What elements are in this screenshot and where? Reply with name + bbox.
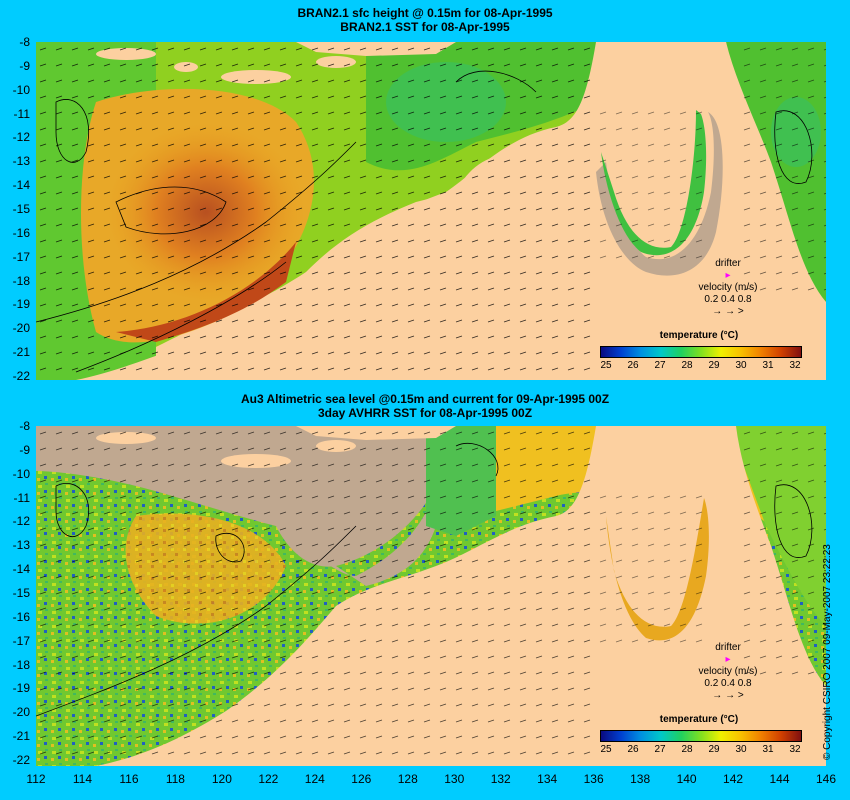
panel-1-title-line1: BRAN2.1 sfc height @ 0.15m for 08-Apr-19…	[297, 6, 553, 20]
x-axis: 112 114 116 118 120 122 124 126 128 130 132 134 136 1…	[0, 772, 850, 788]
legend-tick-label: 32	[789, 360, 801, 371]
velocity-arrows-icon: → → >	[712, 690, 744, 701]
panel-2-title: Au3 Altimetric sea level @0.15m and curr…	[0, 392, 850, 420]
x-tick-label: 146	[815, 772, 837, 786]
x-tick-label: 120	[211, 772, 232, 786]
velocity-label: velocity (m/s)	[698, 666, 758, 677]
copyright-notice: © Copyright CSIRO 2007 09-May-2007 23:22…	[822, 520, 842, 760]
y-tick-label: -15	[12, 202, 30, 216]
x-tick-label: 112	[26, 772, 46, 786]
drifter-key-1: drifter ▸ velocity (m/s) 0.2 0.4 0.8 → →…	[688, 258, 768, 318]
legend-title: temperature (°C)	[659, 714, 739, 725]
x-tick-label: 132	[490, 772, 511, 786]
y-tick-label: -9	[19, 442, 30, 457]
y-tick-label: -21	[12, 729, 30, 744]
y-tick-label: -11	[13, 490, 30, 505]
y-tick-label: -16	[12, 225, 30, 240]
legend-title: temperature (°C)	[659, 330, 739, 341]
y-tick-label: -8	[19, 35, 30, 49]
x-tick-label: 116	[119, 772, 139, 786]
y-tick-label: -21	[12, 345, 30, 360]
sst-map-satellite	[36, 426, 826, 766]
y-tick-label: -14	[12, 562, 30, 577]
x-tick-label: 128	[397, 772, 418, 786]
panel-1-title: BRAN2.1 sfc height @ 0.15m for 08-Apr-19…	[0, 6, 850, 34]
velocity-scale: 0.2 0.4 0.8	[704, 294, 752, 305]
legend-tick-label: 31	[762, 744, 774, 755]
x-tick-label: 114	[72, 772, 93, 786]
legend-tick-label: 25	[600, 744, 612, 755]
y-tick-label: -18	[12, 657, 30, 672]
drifter-label: drifter	[715, 258, 741, 269]
velocity-label: velocity (m/s)	[698, 282, 758, 293]
color-scale	[600, 346, 802, 358]
map-panel-model	[36, 42, 826, 380]
x-tick-label: 138	[630, 772, 651, 786]
x-tick-label: 136	[583, 772, 604, 786]
x-tick-label: 134	[537, 772, 558, 786]
drifter-marker-icon: ▸	[725, 654, 731, 665]
legend-tick-label: 29	[708, 744, 720, 755]
y-tick-label: -13	[12, 154, 30, 169]
y-tick-label: -13	[12, 538, 30, 553]
y-tick-label: -11	[13, 106, 30, 121]
x-tick-label: 122	[258, 772, 279, 786]
map-panel-satellite	[36, 426, 826, 766]
x-tick-label: 144	[769, 772, 790, 786]
drifter-label: drifter	[715, 642, 741, 653]
panel-2-title-line1: Au3 Altimetric sea level @0.15m and curr…	[240, 392, 610, 406]
panel-1-title-line2: BRAN2.1 SST for 08-Apr-1995	[340, 20, 510, 34]
y-tick-label: -19	[12, 297, 30, 312]
panel-2-title-line2: 3day AVHRR SST for 08-Apr-1995 00Z	[317, 406, 533, 420]
y-tick-label: -20	[12, 705, 30, 720]
legend-tick-label: 30	[735, 744, 747, 755]
y-tick-label: -22	[12, 753, 30, 767]
legend-tick-label: 29	[708, 360, 720, 371]
y-tick-label: -22	[12, 369, 30, 383]
sst-map-model	[36, 42, 826, 380]
x-tick-label: 140	[676, 772, 697, 786]
drifter-key-2: drifter ▸ velocity (m/s) 0.2 0.4 0.8 → →…	[688, 642, 768, 702]
copyright-text: © Copyright CSIRO 2007 09-May-2007 23:22…	[822, 544, 833, 760]
y-tick-label: -20	[12, 321, 30, 336]
y-tick-label: -10	[12, 466, 30, 481]
y-tick-label: -16	[12, 609, 30, 624]
y-tick-label: -14	[12, 178, 30, 193]
x-tick-label: 142	[723, 772, 744, 786]
temperature-legend-1: temperature (°C) 25 26 27 28 29 30 31 32	[594, 330, 804, 376]
y-tick-label: -15	[12, 586, 30, 600]
legend-tick-label: 26	[627, 744, 639, 755]
legend-tick-label: 30	[735, 360, 747, 371]
y-tick-label: -12	[12, 130, 30, 145]
y-tick-label: -12	[12, 514, 30, 529]
y-tick-label: -8	[19, 419, 30, 433]
y-tick-label: -18	[12, 273, 30, 288]
legend-tick-label: 28	[681, 360, 693, 371]
x-tick-label: 126	[351, 772, 372, 786]
velocity-scale: 0.2 0.4 0.8	[704, 678, 752, 689]
legend-tick-label: 31	[762, 360, 774, 371]
y-tick-label: -17	[12, 633, 30, 648]
y-axis-panel-2: -8 -9 -10 -11 -12 -13 -14 -15 -16 -17 -18 -19 -20 -21…	[0, 419, 30, 766]
legend-tick-label: 27	[654, 360, 666, 371]
legend-tick-label: 27	[654, 744, 666, 755]
x-tick-label: 118	[165, 772, 185, 786]
legend-tick-label: 25	[600, 360, 612, 371]
y-tick-label: -9	[19, 58, 30, 73]
color-scale	[600, 730, 802, 742]
y-axis-panel-1: -8 -9 -10 -11 -12 -13 -14 -15 -16 -17 -18 -19 -20 -21…	[0, 35, 30, 382]
legend-tick-label: 28	[681, 744, 693, 755]
y-tick-label: -19	[12, 681, 30, 696]
velocity-arrows-icon: → → >	[712, 306, 744, 317]
y-tick-label: -17	[12, 249, 30, 264]
legend-tick-label: 26	[627, 360, 639, 371]
x-tick-label: 130	[444, 772, 465, 786]
x-tick-label: 124	[304, 772, 325, 786]
legend-tick-label: 32	[789, 744, 801, 755]
y-tick-label: -10	[12, 82, 30, 97]
temperature-legend-2: temperature (°C) 25 26 27 28 29 30 31 32	[594, 714, 804, 760]
drifter-marker-icon: ▸	[725, 270, 731, 281]
